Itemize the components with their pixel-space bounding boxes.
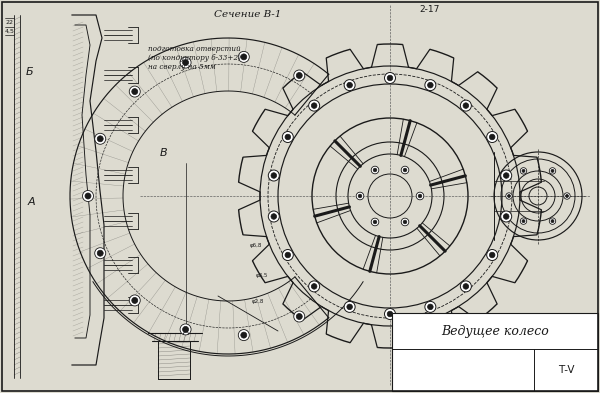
Circle shape [271,173,277,178]
Circle shape [425,80,436,91]
Circle shape [311,284,317,289]
Circle shape [294,70,305,81]
Circle shape [241,332,247,338]
Circle shape [564,193,570,199]
Circle shape [487,250,497,261]
Circle shape [182,60,188,66]
Circle shape [428,82,433,88]
Circle shape [271,214,277,219]
Circle shape [520,168,527,174]
Circle shape [522,169,525,173]
Circle shape [268,211,279,222]
Circle shape [373,168,377,172]
Circle shape [308,281,320,292]
Text: подготовка отверстий
(по кондуктору б-33+2)
на сверлу на 5мм: подготовка отверстий (по кондуктору б-33… [148,45,241,72]
Circle shape [425,301,436,312]
Circle shape [347,82,352,88]
Circle shape [522,220,525,222]
Circle shape [463,103,469,108]
Bar [392,313,598,391]
Circle shape [463,284,469,289]
Text: 4,5: 4,5 [5,29,15,33]
Circle shape [358,194,362,198]
Text: Сечение В-1: Сечение В-1 [214,10,281,19]
Circle shape [294,311,305,322]
Text: А: А [28,197,35,207]
Circle shape [385,309,395,320]
Circle shape [283,132,293,143]
Circle shape [182,327,188,332]
Circle shape [520,218,527,224]
Circle shape [129,295,140,306]
Circle shape [506,193,512,199]
Circle shape [132,88,138,95]
Circle shape [95,248,106,259]
Circle shape [551,169,554,173]
Circle shape [83,191,94,202]
Circle shape [460,100,472,111]
Circle shape [501,170,512,181]
Circle shape [401,166,409,174]
Circle shape [490,252,495,258]
Circle shape [180,324,191,335]
Circle shape [490,134,495,140]
Text: 22: 22 [5,20,13,26]
Circle shape [268,170,279,181]
Text: Б: Б [26,67,34,77]
Circle shape [501,211,512,222]
Circle shape [371,166,379,174]
Text: φ2,8: φ2,8 [252,299,265,303]
Circle shape [95,133,106,144]
Circle shape [308,100,320,111]
Text: φ6,8: φ6,8 [250,242,262,248]
Circle shape [416,192,424,200]
Circle shape [566,195,569,198]
Circle shape [508,195,511,198]
Text: 2-17: 2-17 [420,6,440,15]
Circle shape [296,314,302,320]
Circle shape [311,103,317,108]
Circle shape [403,168,407,172]
Circle shape [371,218,379,226]
Circle shape [344,80,355,91]
Circle shape [403,220,407,224]
Circle shape [418,194,422,198]
Text: φ8,5: φ8,5 [256,272,268,277]
Circle shape [344,301,355,312]
Circle shape [387,311,393,317]
Circle shape [356,192,364,200]
Circle shape [401,218,409,226]
Circle shape [550,168,556,174]
Circle shape [503,214,509,219]
Circle shape [347,304,352,310]
Circle shape [238,330,249,341]
Circle shape [283,250,293,261]
Circle shape [296,72,302,79]
Circle shape [551,220,554,222]
Circle shape [180,57,191,68]
Circle shape [487,132,497,143]
Text: В: В [160,148,167,158]
Circle shape [238,51,249,62]
Text: Ведущее колесо: Ведущее колесо [441,325,549,338]
Circle shape [460,281,472,292]
Circle shape [129,86,140,97]
Circle shape [285,252,290,258]
Circle shape [285,134,290,140]
Text: Т-V: Т-V [558,365,574,375]
Circle shape [550,218,556,224]
Circle shape [97,250,103,256]
Circle shape [241,54,247,60]
Circle shape [132,298,138,303]
Circle shape [387,75,393,81]
Circle shape [503,173,509,178]
Circle shape [385,72,395,83]
Circle shape [428,304,433,310]
Circle shape [373,220,377,224]
Circle shape [97,136,103,142]
Circle shape [85,193,91,199]
